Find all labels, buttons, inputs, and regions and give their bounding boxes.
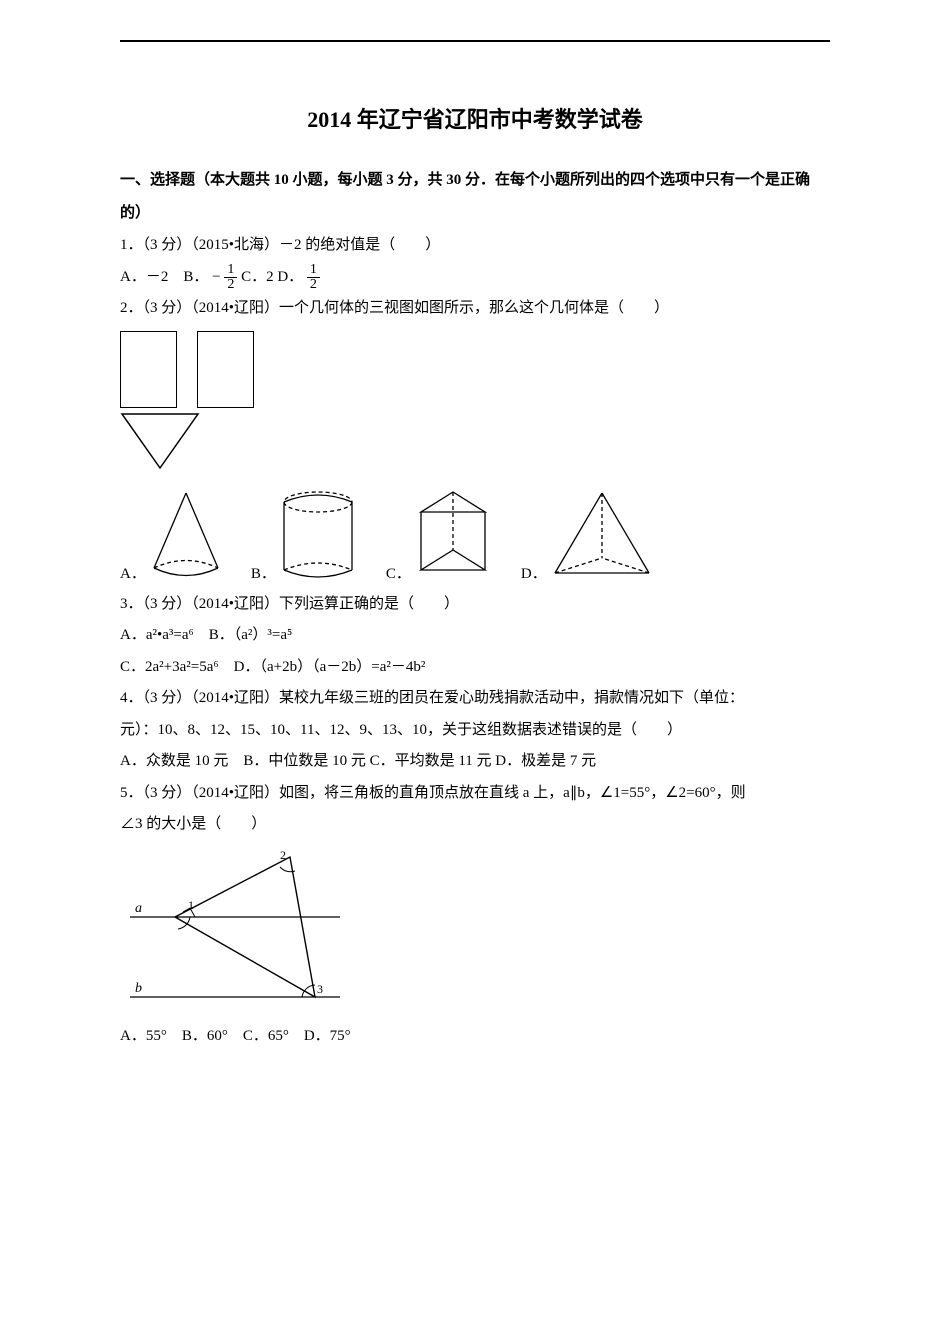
cylinder-icon [276,488,361,583]
q1-opt-B-neg: − [212,269,220,285]
q1-D-num: 1 [307,263,320,278]
q1-opt-A-prefix: A．－2 B． [120,269,208,285]
q1-stem: 1．（3 分）（2015•北海）－2 的绝对值是（ ） [120,237,440,253]
label-angle2: 2 [280,848,286,862]
q2-label-D: D． [521,562,547,583]
q1-options: A．－2 B． − 1 2 C．2 D． 1 2 [120,262,830,294]
q1-B-den: 2 [224,278,237,292]
q2-label-A: A． [120,562,146,583]
q1-B-num: 1 [224,263,237,278]
section-heading: 一、选择题（本大题共 10 小题，每小题 3 分，共 30 分．在每个小题所列出… [120,164,830,230]
q5-line1: 5．（3 分）（2014•辽阳）如图，将三角板的直角顶点放在直线 a 上，a∥b… [120,778,830,810]
question-3: 3．（3 分）（2014•辽阳）下列运算正确的是（ ） [120,589,830,621]
page-title: 2014 年辽宁省辽阳市中考数学试卷 [120,102,830,134]
q3-row2: C．2a²+3a²=5a⁶ D．（a+2b）（a－2b）=a²－4b² [120,652,830,684]
question-1: 1．（3 分）（2015•北海）－2 的绝对值是（ ） [120,230,830,262]
q1-mid: C．2 D． [241,269,303,285]
q3-row1: A．a²•a³=a⁶ B．（a²）³=a⁵ [120,620,830,652]
q1-D-den: 2 [307,278,320,292]
q2-label-C: C． [386,562,411,583]
q2-opt-D: D． [521,488,657,583]
q2-stem: 2．（3 分）（2014•辽阳）一个几何体的三视图如图所示，那么这个几何体是（ … [120,300,669,316]
label-angle3: 3 [317,982,323,996]
q2-solids-row: A． B． C． [120,488,830,583]
three-views-front-side [120,331,830,408]
q2-opt-C: C． [386,488,496,583]
q5-diagram: a b 1 2 3 [120,847,830,1017]
exam-page: 2014 年辽宁省辽阳市中考数学试卷 一、选择题（本大题共 10 小题，每小题 … [0,0,950,1344]
q4-line1: 4．（3 分）（2014•辽阳）某校九年级三班的团员在爱心助残捐款活动中，捐款情… [120,683,830,715]
question-2: 2．（3 分）（2014•辽阳）一个几何体的三视图如图所示，那么这个几何体是（ … [120,293,830,325]
q1-opt-B-frac: 1 2 [224,263,237,292]
side-view-rect [197,331,254,408]
q2-opt-A: A． [120,488,226,583]
q3-stem: 3．（3 分）（2014•辽阳）下列运算正确的是（ ） [120,596,459,612]
q2-label-B: B． [251,562,276,583]
q2-opt-B: B． [251,488,361,583]
triangle-down-icon [120,412,200,470]
q4-opts: A．众数是 10 元 B．中位数是 10 元 C．平均数是 11 元 D．极差是… [120,746,830,778]
label-b: b [135,981,142,996]
top-rule [120,40,830,42]
top-view-triangle [120,412,830,470]
parallel-lines-triangle-icon: a b 1 2 3 [120,847,350,1017]
prism-icon [411,488,496,583]
q1-opt-D-frac: 1 2 [307,263,320,292]
cone-icon [146,488,226,583]
q5-line2: ∠3 的大小是（ ） [120,809,830,841]
q5-opts: A．55° B．60° C．65° D．75° [120,1021,830,1053]
label-angle1: 1 [188,898,194,912]
pyramid-icon [547,488,657,583]
label-a: a [135,901,142,916]
front-view-rect [120,331,177,408]
q4-line2: 元）：10、8、12、15、10、11、12、9、13、10，关于这组数据表述错… [120,715,830,747]
